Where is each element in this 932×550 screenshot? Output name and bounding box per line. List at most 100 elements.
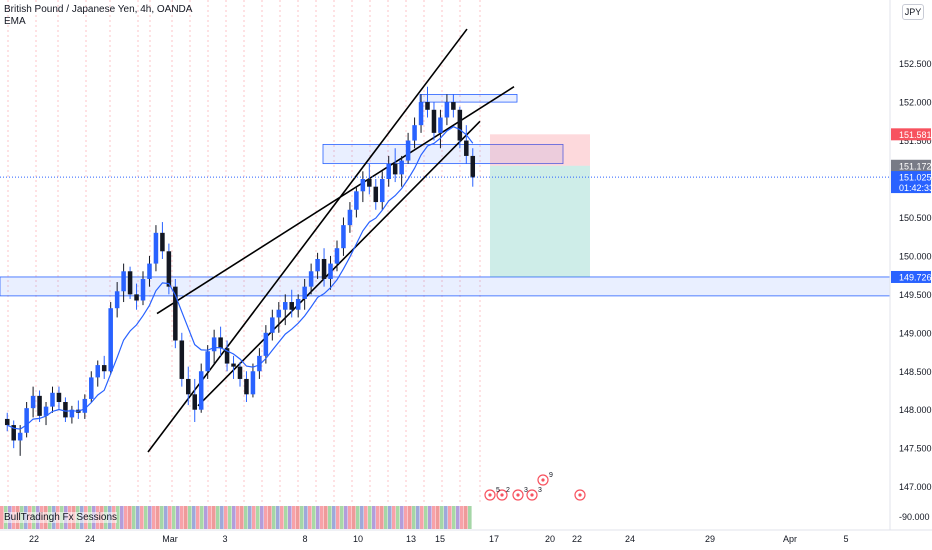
zone-rect	[322, 143, 564, 165]
candle-body	[289, 302, 294, 310]
candle-body	[470, 155, 476, 178]
session-bar	[388, 506, 392, 529]
session-bar	[260, 506, 264, 529]
candle-body	[153, 232, 159, 264]
plot-area[interactable]	[0, 0, 890, 530]
candle-body	[69, 409, 75, 418]
session-bar	[352, 506, 356, 529]
candle-body	[379, 179, 385, 203]
candle-body	[11, 425, 16, 441]
session-bar	[264, 506, 268, 529]
candle-body	[250, 371, 256, 395]
session-bar	[436, 506, 440, 529]
session-bar	[440, 506, 444, 529]
indicator-axis-label: -90.000	[899, 512, 930, 522]
session-bar	[124, 506, 128, 529]
price-label-bg	[891, 159, 931, 172]
candle-body	[37, 395, 42, 416]
candle-body	[30, 395, 36, 409]
candle-body	[431, 109, 437, 133]
candle-body	[270, 317, 275, 333]
candle-body	[237, 366, 243, 379]
candle-body	[140, 278, 146, 301]
x-tick-label: 20	[545, 534, 555, 544]
session-bar	[384, 506, 388, 529]
session-bar	[340, 506, 344, 529]
session-bar	[408, 506, 412, 529]
channel-middle-line	[156, 86, 515, 315]
session-bar	[0, 506, 4, 529]
x-tick-label: 3	[222, 534, 227, 544]
session-bar	[464, 506, 468, 529]
candle-body	[347, 209, 353, 226]
time-axis[interactable]: 22 24 Mar 3 8 10 13 15 17 20 22 24 29 Apr 5	[29, 534, 849, 544]
session-bar	[240, 506, 244, 529]
supply-demand-zones[interactable]	[0, 94, 891, 297]
session-bar	[176, 506, 180, 529]
candle-body	[50, 392, 55, 407]
y-tick-label: 149.500	[899, 290, 932, 300]
candle-body	[186, 378, 191, 395]
candle-body	[418, 102, 424, 126]
session-bar	[460, 506, 464, 529]
y-tick-label: 152.000	[899, 98, 932, 108]
event-count-label: 3	[538, 487, 542, 494]
session-bar	[188, 506, 192, 529]
indicator-label[interactable]: BullTradingh Fx Sessions	[4, 512, 118, 523]
candle-body	[444, 102, 450, 118]
session-bar	[336, 506, 340, 529]
candle-body	[308, 271, 314, 287]
session-bar	[432, 506, 436, 529]
candle-body	[405, 140, 411, 161]
y-tick-label: 147.000	[899, 482, 932, 492]
session-bar	[468, 506, 472, 529]
session-bar	[364, 506, 368, 529]
session-bar	[152, 506, 156, 529]
session-bar	[404, 506, 408, 529]
event-count-label: 5	[496, 487, 500, 494]
session-bar	[180, 506, 184, 529]
candle-body	[160, 232, 165, 252]
price-label-bg	[891, 270, 931, 283]
session-bar	[204, 506, 208, 529]
session-bar	[184, 506, 188, 529]
event-annotations[interactable]: 5 2 3 3 9	[484, 472, 586, 501]
candle-body	[108, 308, 113, 372]
candle-body	[438, 117, 443, 133]
x-tick-label: Mar	[162, 534, 178, 544]
x-tick-label: 17	[489, 534, 499, 544]
candle-body	[373, 186, 379, 203]
x-tick-label: 5	[843, 534, 848, 544]
x-tick-label: 22	[572, 534, 582, 544]
candle-body	[457, 109, 463, 141]
session-bar	[120, 506, 124, 529]
currency-button[interactable]: JPY	[902, 4, 924, 20]
y-tick-label: 149.000	[899, 328, 932, 338]
price-label-bg	[891, 128, 931, 141]
session-bar	[208, 506, 212, 529]
session-bar	[228, 506, 232, 529]
session-bar	[360, 506, 364, 529]
session-bar	[372, 506, 376, 529]
candle-body	[321, 258, 327, 279]
session-bar	[232, 506, 236, 529]
ema-legend[interactable]: EMA	[4, 16, 26, 27]
short-position-tool[interactable]	[490, 134, 590, 277]
zone-rect	[0, 276, 891, 297]
x-tick-label: 24	[85, 534, 95, 544]
symbol-title[interactable]: British Pound / Japanese Yen, 4h, OANDA	[4, 4, 193, 15]
candle-body	[354, 191, 359, 210]
session-bar	[344, 506, 348, 529]
session-bar	[252, 506, 256, 529]
event-count-label: 9	[549, 472, 553, 479]
session-bar	[128, 506, 132, 529]
x-tick-label: 8	[302, 534, 307, 544]
session-bar	[192, 506, 196, 529]
session-bar	[308, 506, 312, 529]
session-bar	[292, 506, 296, 529]
session-bar	[160, 506, 164, 529]
session-bar	[448, 506, 452, 529]
session-bar	[328, 506, 332, 529]
session-bar	[428, 506, 432, 529]
